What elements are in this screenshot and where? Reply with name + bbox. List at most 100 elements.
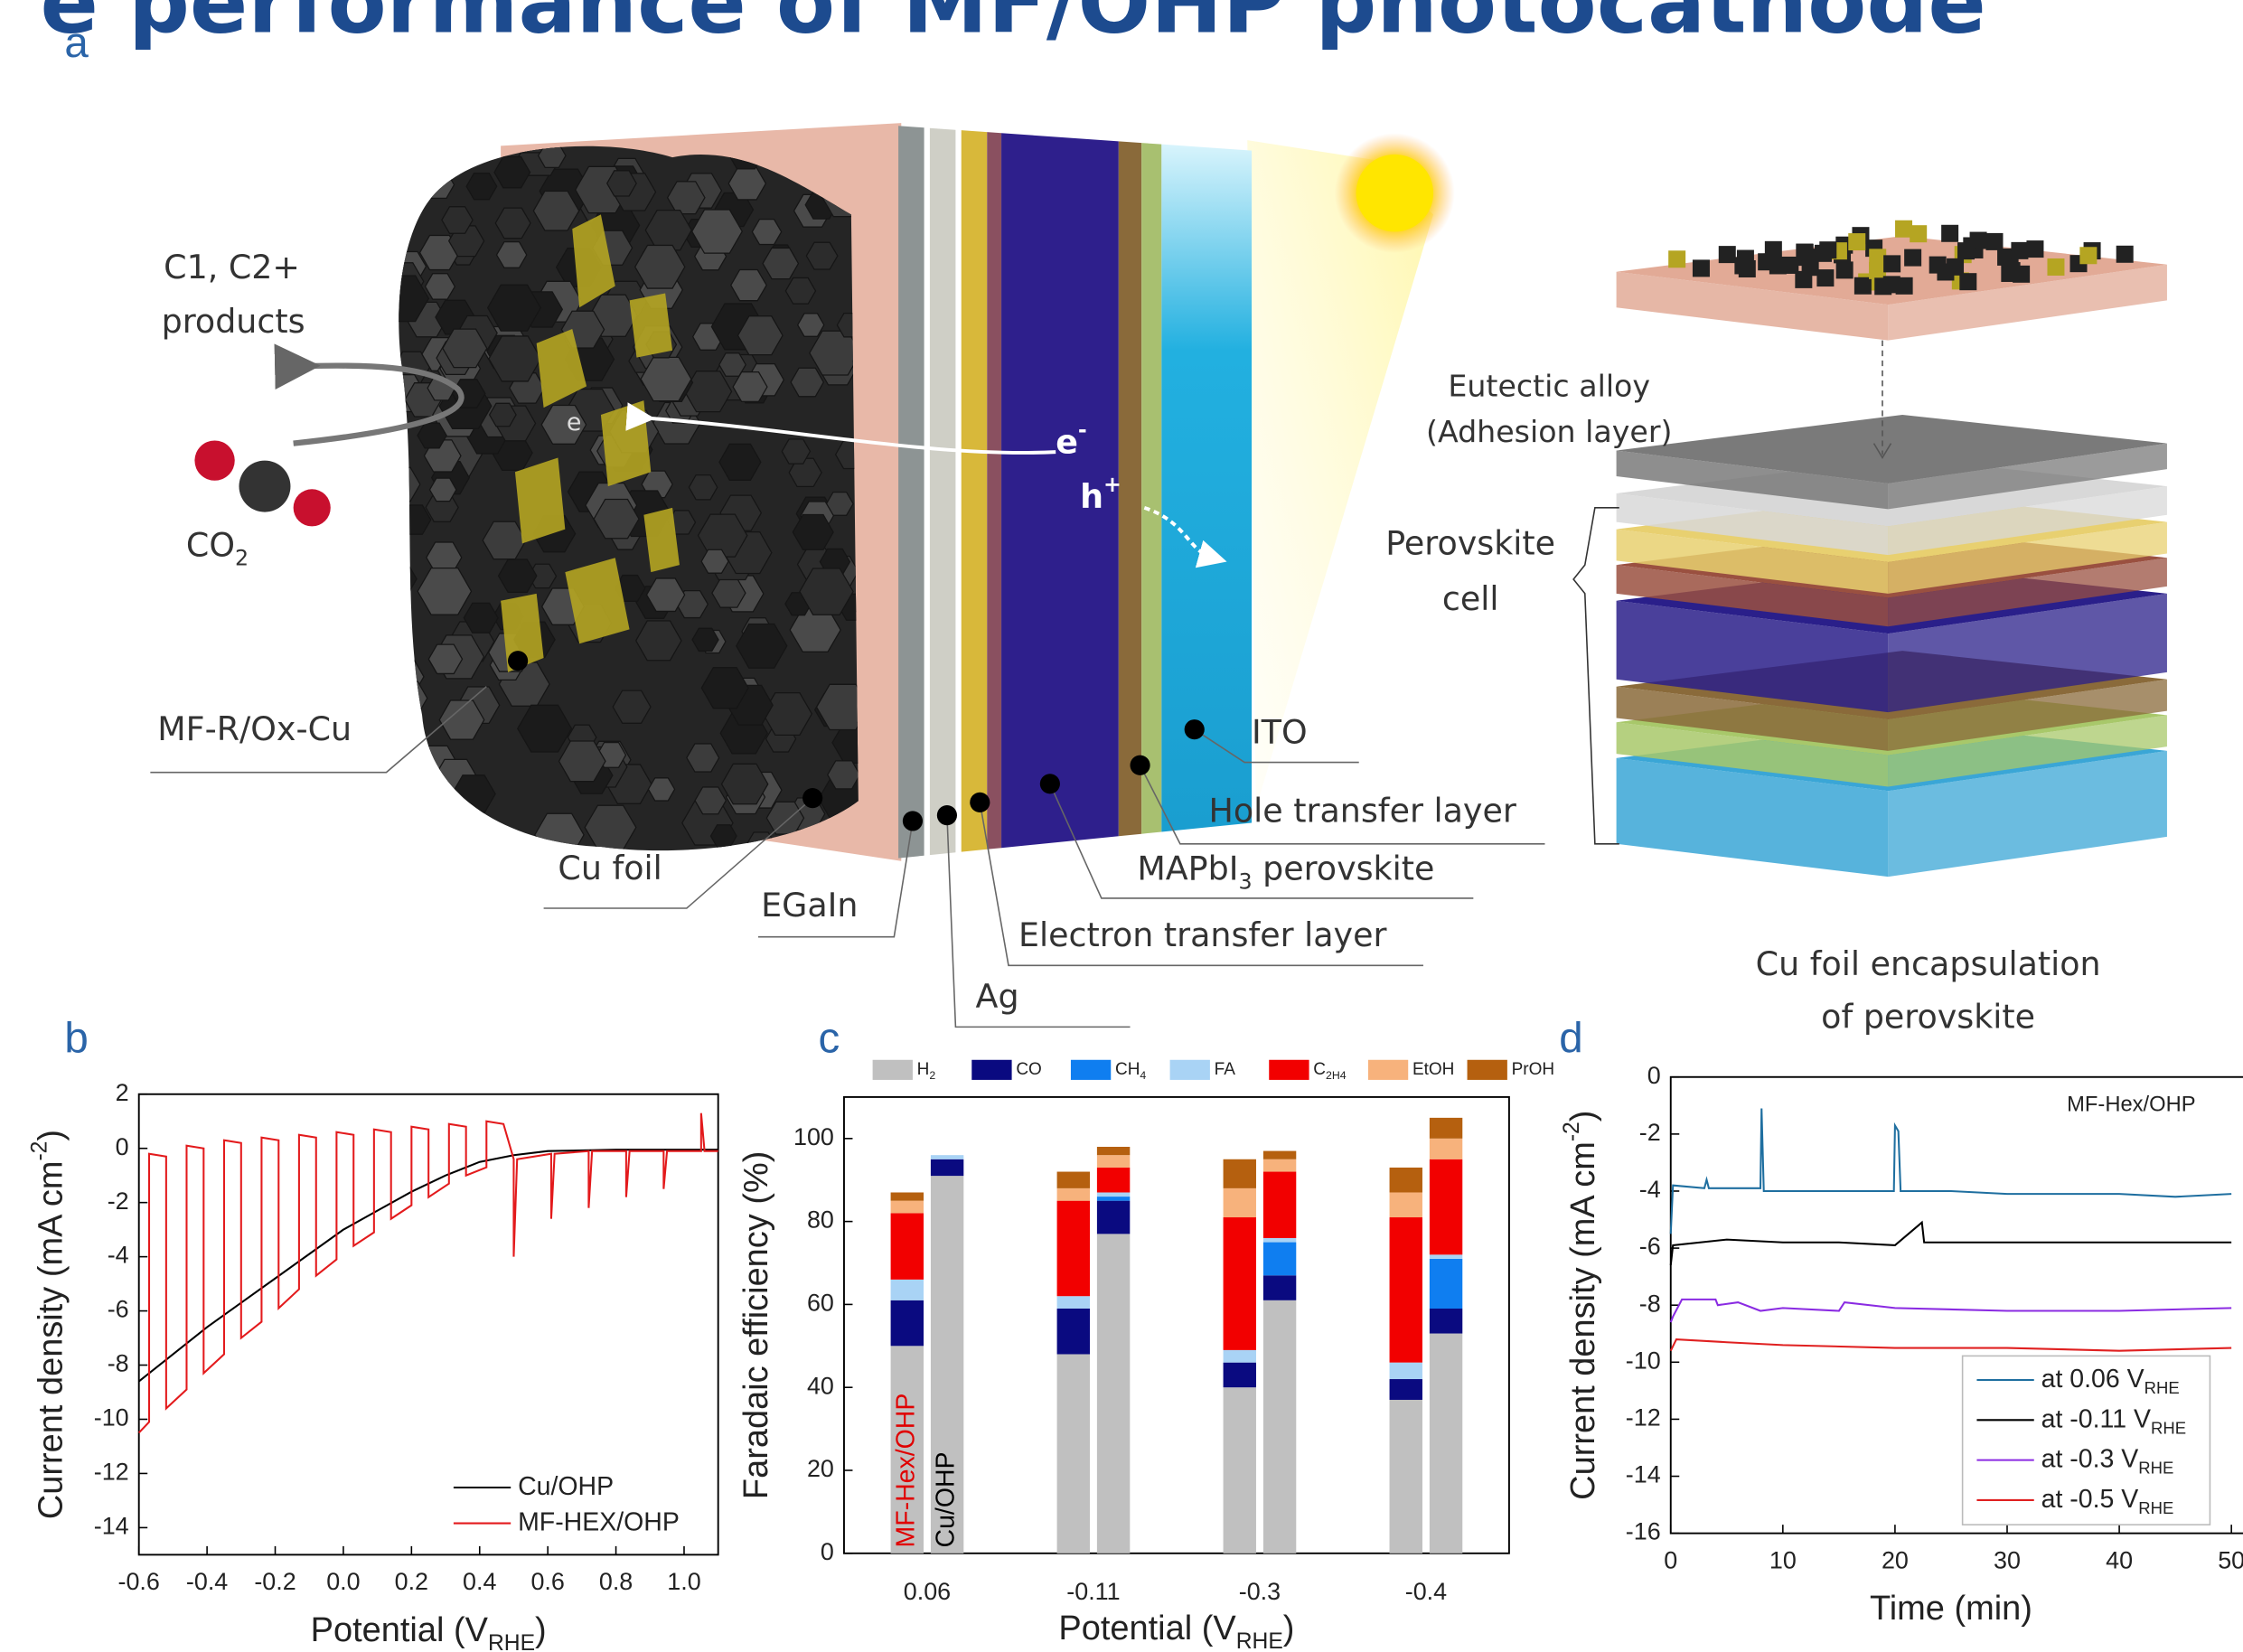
bar-segment bbox=[1097, 1155, 1130, 1168]
x-tick-label: 0.8 bbox=[599, 1568, 633, 1595]
bar-segment bbox=[931, 1159, 963, 1176]
y-tick-label: -14 bbox=[1626, 1461, 1661, 1488]
legend-label-part: at -0.3 V bbox=[2041, 1444, 2139, 1473]
y-axis-label-part: -2 bbox=[28, 1141, 52, 1161]
legend-label-part: RHE bbox=[2138, 1459, 2173, 1478]
sun bbox=[1356, 155, 1433, 231]
x-axis-label-part: ) bbox=[1283, 1610, 1295, 1647]
catalyst-grain bbox=[421, 784, 454, 812]
label: Hole transfer layer bbox=[1209, 791, 1516, 830]
legend-label: C2H4 bbox=[1313, 1060, 1346, 1082]
legend-label: Cu/OHP bbox=[518, 1472, 614, 1501]
bar-segment bbox=[1430, 1139, 1462, 1159]
legend-label-part: FA bbox=[1215, 1060, 1236, 1079]
bar-segment bbox=[1263, 1238, 1296, 1243]
marker-dot bbox=[1040, 774, 1060, 793]
x-axis-label: Potential (VRHE) bbox=[311, 1611, 547, 1652]
label-part: 3 bbox=[1238, 868, 1252, 894]
y-tick-label: -8 bbox=[108, 1350, 129, 1377]
bar-segment bbox=[1057, 1309, 1090, 1354]
label: Perovskite bbox=[1385, 524, 1555, 563]
x-axis-label-part: RHE bbox=[488, 1631, 535, 1652]
label: MAPbI3 perovskite bbox=[1137, 849, 1434, 894]
legend-label-part: Cu/OHP bbox=[518, 1472, 614, 1501]
x-tick-label: -0.4 bbox=[1405, 1578, 1447, 1605]
alloy-patch bbox=[515, 457, 565, 543]
bar-segment bbox=[1390, 1217, 1422, 1363]
legend-label-part: C bbox=[1313, 1060, 1326, 1079]
stack-grain bbox=[1734, 257, 1751, 274]
bar-segment bbox=[1224, 1387, 1256, 1553]
x-tick-label: 0.0 bbox=[326, 1568, 360, 1595]
cell-layer bbox=[987, 132, 1001, 849]
x-axis-label-part: Potential (V bbox=[311, 1611, 489, 1649]
bar-segment bbox=[1057, 1296, 1090, 1309]
bar-segment bbox=[1263, 1151, 1296, 1159]
x-tick-label: 10 bbox=[1769, 1546, 1797, 1573]
panel-label: b bbox=[64, 1015, 88, 1063]
legend-swatch bbox=[1468, 1060, 1507, 1080]
bar-segment bbox=[1430, 1159, 1462, 1255]
label: e bbox=[567, 408, 582, 436]
y-tick-label: -2 bbox=[108, 1187, 129, 1215]
page: {"header": {"title": "e performance of M… bbox=[0, 0, 2243, 1652]
bar-segment bbox=[1224, 1350, 1256, 1363]
x-axis-label: Potential (VRHE) bbox=[1058, 1610, 1294, 1652]
legend-label-part: RHE bbox=[2138, 1498, 2173, 1517]
label: products bbox=[162, 302, 305, 341]
cell-layer bbox=[962, 130, 987, 851]
alloy-patch bbox=[601, 400, 651, 486]
legend-label-part: at -0.5 V bbox=[2041, 1484, 2139, 1513]
bar-segment bbox=[1263, 1243, 1296, 1276]
data-line bbox=[1671, 1108, 2231, 1234]
cell-layer bbox=[1141, 143, 1161, 834]
bar-segment bbox=[1390, 1400, 1422, 1553]
y-tick-label: -6 bbox=[108, 1296, 129, 1323]
y-tick-label: 0 bbox=[821, 1538, 834, 1565]
alloy-patch bbox=[630, 293, 672, 357]
bar-segment bbox=[1390, 1363, 1422, 1379]
y-axis-label: Current density (mA cm-2) bbox=[28, 1130, 70, 1519]
stack-grain bbox=[1937, 263, 1954, 280]
legend-swatch bbox=[1368, 1060, 1408, 1080]
y-tick-label: 0 bbox=[1647, 1062, 1661, 1089]
label-part: e bbox=[1056, 422, 1078, 461]
stack-grain bbox=[2011, 242, 2028, 259]
legend-label-part: CO bbox=[1016, 1060, 1041, 1079]
bar-segment bbox=[1224, 1217, 1256, 1350]
bar-segment bbox=[1390, 1168, 1422, 1193]
legend-label-part: 2H4 bbox=[1326, 1069, 1347, 1082]
x-tick-label: 20 bbox=[1882, 1546, 1909, 1573]
panel-label: c bbox=[818, 1015, 840, 1063]
catalyst-grain bbox=[380, 817, 424, 855]
catalyst-grain bbox=[689, 475, 717, 500]
catalyst-grain bbox=[418, 133, 458, 168]
bar-segment bbox=[1097, 1168, 1130, 1193]
bar-segment bbox=[1057, 1354, 1090, 1553]
stack-grain bbox=[1668, 250, 1685, 268]
stack-grain bbox=[1836, 261, 1854, 278]
data-line bbox=[1671, 1339, 2231, 1351]
x-tick-label: 1.0 bbox=[667, 1568, 700, 1595]
marker-dot bbox=[903, 811, 923, 831]
x-axis-label-part: ) bbox=[535, 1611, 547, 1649]
cell-layer bbox=[1161, 145, 1252, 832]
marker-dot bbox=[1130, 756, 1150, 775]
x-tick-label: 0.4 bbox=[463, 1568, 496, 1595]
stack-grain bbox=[2116, 246, 2134, 263]
bar-segment bbox=[1430, 1259, 1462, 1309]
legend-label-part: CH bbox=[1115, 1060, 1140, 1079]
stack-grain bbox=[1769, 257, 1787, 274]
bar-segment bbox=[891, 1201, 924, 1214]
bar-segment bbox=[1097, 1192, 1130, 1197]
label: MF-R/Ox-Cu bbox=[157, 709, 352, 748]
bar-segment bbox=[1224, 1363, 1256, 1388]
label: C1, C2+ bbox=[164, 248, 300, 286]
bar-segment bbox=[891, 1300, 924, 1346]
marker-dot bbox=[1185, 719, 1205, 739]
label: Electron transfer layer bbox=[1018, 915, 1386, 954]
legend-swatch bbox=[1170, 1060, 1210, 1080]
legend-swatch bbox=[1269, 1060, 1309, 1080]
label: (Adhesion layer) bbox=[1426, 414, 1672, 449]
legend-label-part: RHE bbox=[2144, 1378, 2180, 1397]
